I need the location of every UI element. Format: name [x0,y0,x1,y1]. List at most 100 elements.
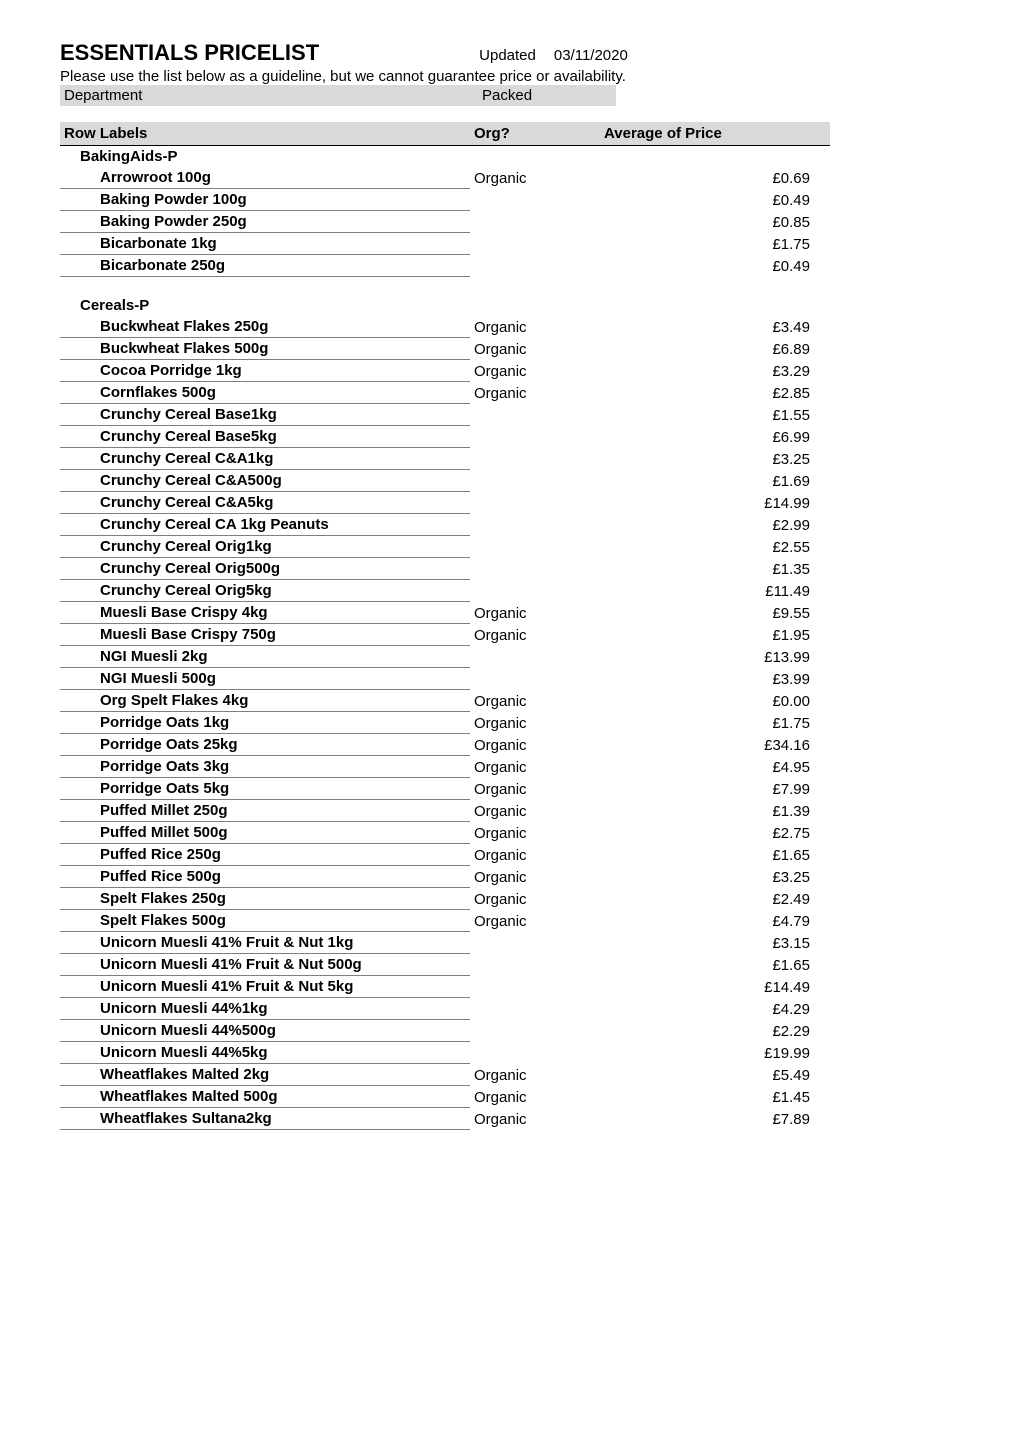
table-row: Bicarbonate 250g £0.49 [60,255,830,277]
item-name: Muesli Base Crispy 750g [60,624,470,646]
item-name: Cocoa Porridge 1kg [60,360,470,382]
item-name: Spelt Flakes 500g [60,910,470,932]
item-price: £13.99 [600,646,830,668]
item-org [470,448,600,470]
item-org [470,470,600,492]
item-price: £2.29 [600,1020,830,1042]
item-price: £6.99 [600,426,830,448]
item-price: £2.55 [600,536,830,558]
table-row: Crunchy Cereal CA 1kg Peanuts£2.99 [60,514,830,536]
item-price: £1.35 [600,558,830,580]
item-org: Organic [470,888,600,910]
table-row: Crunchy Cereal C&A500g £1.69 [60,470,830,492]
item-price: £1.75 [600,233,830,255]
department-label: Department [60,85,478,106]
item-name: Cornflakes 500g [60,382,470,404]
item-org [470,426,600,448]
item-name: Spelt Flakes 250g [60,888,470,910]
item-price: £14.49 [600,976,830,998]
item-price: £1.55 [600,404,830,426]
table-row: Puffed Millet 250gOrganic£1.39 [60,800,830,822]
item-price: £19.99 [600,1042,830,1064]
table-row: Wheatflakes Malted 500gOrganic£1.45 [60,1086,830,1108]
item-price: £4.79 [600,910,830,932]
item-price: £3.49 [600,316,830,338]
table-row: NGI Muesli 2kg £13.99 [60,646,830,668]
item-org: Organic [470,338,600,360]
table-row: Porridge Oats 25kgOrganic£34.16 [60,734,830,756]
item-org [470,404,600,426]
updated-date: 03/11/2020 [554,47,628,64]
item-price: £1.95 [600,624,830,646]
item-name: Crunchy Cereal C&A1kg [60,448,470,470]
item-price: £2.85 [600,382,830,404]
item-price: £4.29 [600,998,830,1020]
item-org [470,976,600,998]
item-name: Porridge Oats 25kg [60,734,470,756]
item-price: £1.45 [600,1086,830,1108]
item-price: £3.15 [600,932,830,954]
item-org [470,1020,600,1042]
item-org [470,189,600,211]
item-name: Crunchy Cereal Orig500g [60,558,470,580]
item-org [470,514,600,536]
table-row: Crunchy Cereal C&A1kg£3.25 [60,448,830,470]
item-org [470,954,600,976]
table-row: Org Spelt Flakes 4kgOrganic£0.00 [60,690,830,712]
item-org: Organic [470,690,600,712]
item-name: Org Spelt Flakes 4kg [60,690,470,712]
item-price: £1.65 [600,954,830,976]
table-row: Bicarbonate 1kg£1.75 [60,233,830,255]
title-row: ESSENTIALS PRICELIST Updated 03/11/2020 [60,40,960,66]
item-name: Puffed Millet 500g [60,822,470,844]
item-price: £0.49 [600,255,830,277]
item-name: Crunchy Cereal C&A500g [60,470,470,492]
item-name: Unicorn Muesli 44%500g [60,1020,470,1042]
item-org: Organic [470,734,600,756]
item-name: Crunchy Cereal Orig5kg [60,580,470,602]
item-name: Crunchy Cereal Orig1kg [60,536,470,558]
item-org [470,1042,600,1064]
table-row: Baking Powder 250g£0.85 [60,211,830,233]
item-price: £5.49 [600,1064,830,1086]
item-price: £0.49 [600,189,830,211]
item-org: Organic [470,866,600,888]
item-org [470,558,600,580]
updated-label: Updated [479,47,536,64]
item-name: NGI Muesli 2kg [60,646,470,668]
item-name: Porridge Oats 5kg [60,778,470,800]
item-org: Organic [470,800,600,822]
item-price: £1.65 [600,844,830,866]
table-row: Puffed Rice 500gOrganic£3.25 [60,866,830,888]
item-name: Bicarbonate 250g [60,255,470,277]
item-name: Buckwheat Flakes 500g [60,338,470,360]
item-name: Baking Powder 250g [60,211,470,233]
table-row: Spelt Flakes 500gOrganic£4.79 [60,910,830,932]
item-org: Organic [470,602,600,624]
item-name: Porridge Oats 1kg [60,712,470,734]
item-name: Unicorn Muesli 41% Fruit & Nut 500g [60,954,470,976]
table-row: Crunchy Cereal Orig5kg£11.49 [60,580,830,602]
item-org: Organic [470,624,600,646]
item-name: Wheatflakes Sultana2kg [60,1108,470,1130]
table-row: Crunchy Cereal Orig500g £1.35 [60,558,830,580]
item-name: Unicorn Muesli 41% Fruit & Nut 1kg [60,932,470,954]
spacer-row [60,277,830,296]
col-header-org: Org? [470,122,600,146]
item-price: £3.99 [600,668,830,690]
item-price: £34.16 [600,734,830,756]
section-row: Cereals-P [60,295,830,316]
item-price: £2.75 [600,822,830,844]
item-org: Organic [470,712,600,734]
table-row: Wheatflakes Malted 2kgOrganic£5.49 [60,1064,830,1086]
item-price: £4.95 [600,756,830,778]
item-price: £2.99 [600,514,830,536]
item-price: £1.69 [600,470,830,492]
table-row: Buckwheat Flakes 250gOrganic£3.49 [60,316,830,338]
table-row: Porridge Oats 1kgOrganic£1.75 [60,712,830,734]
page-subtitle: Please use the list below as a guideline… [60,68,960,85]
section-name: Cereals-P [60,295,830,316]
item-org: Organic [470,1108,600,1130]
item-org [470,492,600,514]
item-org: Organic [470,167,600,189]
